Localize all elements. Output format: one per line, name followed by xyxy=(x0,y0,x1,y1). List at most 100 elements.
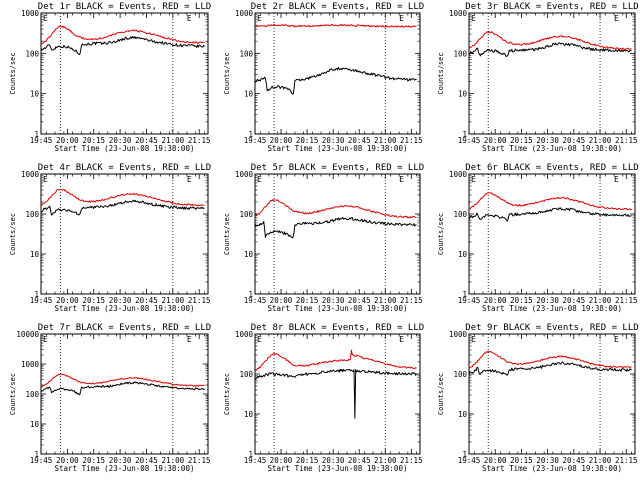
x-tick-label: 19:45 xyxy=(30,456,53,465)
plot-frame xyxy=(468,173,636,295)
series-line-events xyxy=(468,207,632,222)
x-tick-label: 20:15 xyxy=(296,456,319,465)
y-tick-label: 10 xyxy=(244,90,254,99)
x-tick-label: 20:00 xyxy=(270,296,293,305)
panel-title: Det 1r BLACK = Events, RED = LLD xyxy=(38,2,211,12)
x-tick-label: 21:00 xyxy=(162,136,185,145)
y-tick-label: 100 xyxy=(453,49,467,58)
y-axis-label: Counts/sec xyxy=(437,52,445,94)
event-marker: E xyxy=(257,14,262,23)
y-tick-label: 1 xyxy=(248,130,253,139)
x-tick-label: 21:15 xyxy=(188,296,211,305)
plot-frame xyxy=(254,12,421,135)
x-tick-label: 20:45 xyxy=(563,456,586,465)
x-tick-label: 21:15 xyxy=(615,296,638,305)
x-tick-label: 20:00 xyxy=(56,296,79,305)
x-tick-label: 21:15 xyxy=(400,136,423,145)
x-tick-label: 21:00 xyxy=(589,456,612,465)
x-tick-label: 19:45 xyxy=(30,136,53,145)
y-tick-label: 1 xyxy=(462,130,467,139)
y-tick-label: 100 xyxy=(453,370,467,379)
x-tick-label: 20:30 xyxy=(109,136,132,145)
event-marker: E xyxy=(471,175,476,184)
x-tick-label: 21:15 xyxy=(615,456,638,465)
x-axis-label: Start Time (23-Jun-08 19:38:00) xyxy=(55,304,195,313)
event-marker: E xyxy=(187,14,192,23)
event-marker: E xyxy=(257,335,262,344)
event-marker: E xyxy=(43,14,48,23)
event-marker: E xyxy=(43,335,48,344)
series-line-lld xyxy=(40,373,205,389)
x-tick-label: 20:45 xyxy=(135,456,158,465)
x-axis-label: Start Time (23-Jun-08 19:38:00) xyxy=(482,464,622,473)
x-tick-label: 20:00 xyxy=(270,456,293,465)
panel-det-2: Det 2r BLACK = Events, RED = LLD Counts/s… xyxy=(223,2,424,153)
y-tick-label: 10 xyxy=(458,90,468,99)
y-axis-label: Counts/sec xyxy=(9,373,17,415)
event-marker: E xyxy=(471,14,476,23)
series-line-lld xyxy=(468,192,632,211)
x-tick-label: 21:00 xyxy=(374,296,397,305)
x-tick-label: 21:15 xyxy=(188,456,211,465)
x-tick-label: 20:15 xyxy=(510,456,533,465)
y-tick-label: 10 xyxy=(244,410,254,419)
panel-title: Det 3r BLACK = Events, RED = LLD xyxy=(465,2,638,12)
x-tick-label: 19:45 xyxy=(244,136,267,145)
y-axis-label: Counts/sec xyxy=(223,52,231,94)
x-tick-label: 20:15 xyxy=(82,456,105,465)
y-tick-label: 100 xyxy=(239,210,253,219)
series-line-lld xyxy=(468,31,632,50)
x-tick-label: 21:15 xyxy=(400,296,423,305)
series-line-events xyxy=(254,66,417,95)
y-axis-label: Counts/sec xyxy=(223,373,231,415)
series-line-events xyxy=(40,199,205,216)
x-axis-label: Start Time (23-Jun-08 19:38:00) xyxy=(268,464,408,473)
event-marker: E xyxy=(257,175,262,184)
x-tick-label: 21:00 xyxy=(589,296,612,305)
y-tick-label: 10 xyxy=(30,90,40,99)
x-tick-label: 21:00 xyxy=(162,296,185,305)
x-tick-label: 20:15 xyxy=(510,136,533,145)
plot-frame xyxy=(468,333,636,455)
x-tick-label: 20:15 xyxy=(82,136,105,145)
x-tick-label: 21:00 xyxy=(589,136,612,145)
y-axis-label: Counts/sec xyxy=(437,373,445,415)
panel-det-7: Det 7r BLACK = Events, RED = LLD Counts/s… xyxy=(9,323,211,473)
x-tick-label: 20:45 xyxy=(348,456,371,465)
series-line-events xyxy=(468,361,632,376)
x-tick-label: 20:00 xyxy=(484,296,507,305)
event-marker: E xyxy=(187,335,192,344)
x-tick-label: 20:45 xyxy=(135,136,158,145)
x-tick-label: 20:15 xyxy=(510,296,533,305)
x-tick-label: 20:30 xyxy=(109,456,132,465)
plot-frame xyxy=(468,12,636,135)
y-tick-label: 1000 xyxy=(449,170,468,179)
y-tick-label: 1000 xyxy=(235,9,254,18)
y-axis-label: Counts/sec xyxy=(9,213,17,255)
y-tick-label: 1000 xyxy=(21,360,40,369)
panel-det-4: Det 4r BLACK = Events, RED = LLD Counts/s… xyxy=(9,163,211,313)
x-tick-label: 20:30 xyxy=(536,136,559,145)
y-axis-label: Counts/sec xyxy=(437,213,445,255)
y-tick-label: 1 xyxy=(34,130,39,139)
event-marker: E xyxy=(471,335,476,344)
x-tick-label: 20:30 xyxy=(536,456,559,465)
y-tick-label: 100 xyxy=(25,210,39,219)
y-tick-label: 1000 xyxy=(21,170,40,179)
y-tick-label: 1 xyxy=(248,290,253,299)
x-tick-label: 19:45 xyxy=(458,456,481,465)
y-tick-label: 100 xyxy=(453,210,467,219)
event-marker: E xyxy=(43,175,48,184)
y-tick-label: 1000 xyxy=(235,330,254,339)
y-tick-label: 1 xyxy=(248,450,253,459)
series-line-events xyxy=(254,368,417,419)
panel-det-1: Det 1r BLACK = Events, RED = LLD Counts/s… xyxy=(9,2,211,153)
y-tick-label: 1000 xyxy=(21,9,40,18)
x-tick-label: 21:00 xyxy=(374,456,397,465)
series-line-lld xyxy=(254,23,417,28)
series-line-lld xyxy=(40,25,205,46)
panel-title: Det 5r BLACK = Events, RED = LLD xyxy=(251,163,424,173)
y-tick-label: 100 xyxy=(239,49,253,58)
panel-title: Det 6r BLACK = Events, RED = LLD xyxy=(465,163,638,173)
